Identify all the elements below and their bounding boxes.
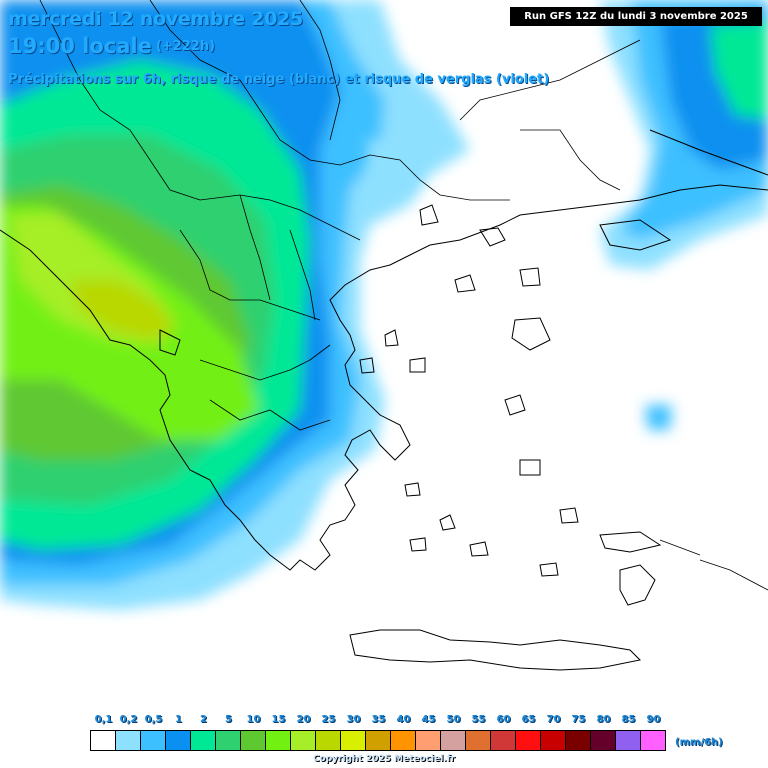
legend-label: 35 xyxy=(371,714,386,725)
legend-label: 1 xyxy=(175,714,182,725)
lead-time: (+222h) xyxy=(155,39,216,54)
legend-label: 85 xyxy=(621,714,636,725)
legend-label: 25 xyxy=(321,714,336,725)
legend-unit: (mm/6h) xyxy=(675,737,723,748)
legend-label: 2 xyxy=(200,714,207,725)
legend-swatch xyxy=(416,731,441,750)
legend-label: 45 xyxy=(421,714,436,725)
legend-swatch xyxy=(566,731,591,750)
legend-label: 0,1 xyxy=(94,714,113,725)
legend-swatch xyxy=(341,731,366,750)
copyright-notice: Copyright 2025 Meteociel.fr xyxy=(312,754,456,764)
legend-swatch xyxy=(116,731,141,750)
legend-label: 90 xyxy=(646,714,661,725)
legend-swatch xyxy=(516,731,541,750)
forecast-time-label: 19:00 locale xyxy=(8,34,152,58)
legend-label: 30 xyxy=(346,714,361,725)
coastlines xyxy=(0,129,768,671)
legend-label: 65 xyxy=(521,714,536,725)
legend-swatch xyxy=(291,731,316,750)
legend-swatch xyxy=(241,731,266,750)
legend-swatch xyxy=(491,731,516,750)
legend-swatch xyxy=(466,731,491,750)
legend-label: 0,5 xyxy=(144,714,163,725)
precip-field-east xyxy=(365,0,768,430)
legend-swatch xyxy=(641,731,665,750)
legend-label: 50 xyxy=(446,714,461,725)
legend-label: 10 xyxy=(246,714,261,725)
legend-swatch xyxy=(266,731,291,750)
legend-label: 75 xyxy=(571,714,586,725)
legend-swatch xyxy=(216,731,241,750)
legend-swatch xyxy=(191,731,216,750)
legend-swatch xyxy=(316,731,341,750)
run-info-badge: Run GFS 12Z du lundi 3 novembre 2025 xyxy=(510,7,762,26)
legend-swatch xyxy=(366,731,391,750)
legend-color-bar xyxy=(90,730,666,751)
legend-label: 80 xyxy=(596,714,611,725)
legend-label: 15 xyxy=(271,714,286,725)
legend-label: 40 xyxy=(396,714,411,725)
legend-swatch xyxy=(441,731,466,750)
legend-swatch xyxy=(166,731,191,750)
legend-swatch xyxy=(91,731,116,750)
legend-swatch xyxy=(541,731,566,750)
forecast-date: mercredi 12 novembre 2025 xyxy=(8,8,303,30)
map-subtitle: Précipitations sur 6h, risque de neige (… xyxy=(8,72,550,87)
legend-label: 55 xyxy=(471,714,486,725)
legend-swatch xyxy=(391,731,416,750)
legend-swatch xyxy=(616,731,641,750)
forecast-time: 19:00 locale (+222h) xyxy=(8,34,215,58)
legend-label: 5 xyxy=(225,714,232,725)
legend-swatch xyxy=(591,731,616,750)
borders xyxy=(39,0,768,591)
legend-label: 70 xyxy=(546,714,561,725)
legend-label: 0,2 xyxy=(119,714,138,725)
legend-label: 20 xyxy=(296,714,311,725)
legend-swatch xyxy=(141,731,166,750)
legend-label: 60 xyxy=(496,714,511,725)
